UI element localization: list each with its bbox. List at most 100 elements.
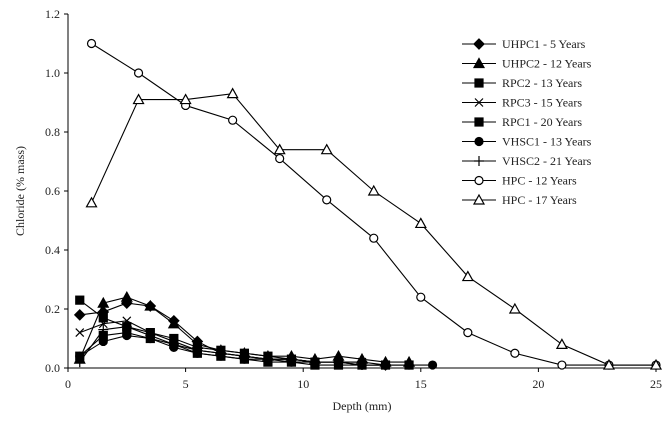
legend-item: RPC2 - 13 Years <box>462 76 582 90</box>
data-point <box>226 87 239 99</box>
legend-label: HPC - 17 Years <box>502 193 577 207</box>
data-point <box>98 324 109 335</box>
data-point <box>322 195 332 205</box>
data-point <box>508 302 521 314</box>
legend-label: VHSC2 - 21 Years <box>502 154 592 168</box>
legend-label: UHPC1 - 5 Years <box>502 37 586 51</box>
y-tick-label: 1.2 <box>45 7 60 21</box>
data-point <box>75 328 85 338</box>
legend: UHPC1 - 5 Years UHPC2 - 12 Years RPC2 - 13… <box>462 37 592 207</box>
legend-item: HPC - 12 Years <box>462 174 577 188</box>
y-ticks: 0.0 0.2 0.4 0.6 0.8 1.0 1.2 <box>45 7 68 375</box>
data-point <box>510 348 520 358</box>
data-point <box>98 319 108 329</box>
data-point <box>121 321 132 332</box>
series-9 <box>85 87 663 370</box>
data-point <box>167 317 180 329</box>
data-point <box>179 93 192 105</box>
legend-marker <box>472 193 486 205</box>
data-point <box>463 328 473 338</box>
data-point <box>97 296 110 308</box>
data-point <box>273 143 286 155</box>
data-point <box>75 295 85 305</box>
x-axis-title: Depth (mm) <box>333 399 392 413</box>
data-point <box>86 38 97 49</box>
data-point <box>404 360 414 370</box>
data-point <box>427 360 438 370</box>
data-point <box>649 358 663 370</box>
data-point <box>228 115 238 125</box>
y-tick-label: 0.0 <box>45 361 60 375</box>
legend-label: RPC1 - 20 Years <box>502 115 582 129</box>
legend-marker <box>472 57 486 69</box>
x-tick-label: 0 <box>65 377 71 391</box>
data-point <box>215 348 226 359</box>
legend-marker <box>473 38 485 50</box>
data-point <box>120 290 133 302</box>
data-point <box>414 217 427 229</box>
data-point <box>122 330 132 341</box>
legend-label: RPC3 - 15 Years <box>502 96 582 110</box>
legend-label: UHPC2 - 12 Years <box>502 57 592 71</box>
data-point <box>73 309 86 321</box>
data-point <box>74 357 85 368</box>
data-point <box>132 93 145 105</box>
data-point <box>369 233 379 243</box>
x-tick-label: 25 <box>650 377 662 391</box>
legend-marker <box>474 117 484 127</box>
data-point <box>416 292 426 302</box>
legend-marker <box>474 78 484 88</box>
legend-label: RPC2 - 13 Years <box>502 76 582 90</box>
data-point <box>602 358 615 370</box>
legend-item: HPC - 17 Years <box>462 193 577 207</box>
data-point <box>461 270 474 282</box>
legend-item: VHSC1 - 13 Years <box>462 135 592 149</box>
data-point <box>333 357 344 368</box>
series-7 <box>74 321 391 371</box>
data-point <box>85 196 98 208</box>
legend-marker <box>474 136 484 147</box>
data-point <box>555 338 568 349</box>
data-point <box>262 354 273 365</box>
data-point <box>98 336 108 347</box>
y-tick-label: 1.0 <box>45 66 60 80</box>
series-6 <box>75 330 438 370</box>
y-axis-title: Chloride (% mass) <box>13 146 27 236</box>
data-point <box>98 313 108 323</box>
legend-item: RPC1 - 20 Years <box>462 115 582 129</box>
y-tick-label: 0.8 <box>45 125 60 139</box>
data-point <box>380 360 391 371</box>
data-point <box>122 316 132 326</box>
legend-marker <box>474 98 484 107</box>
legend-label: VHSC1 - 13 Years <box>502 135 592 149</box>
y-tick-label: 0.2 <box>45 302 60 316</box>
legend-item: UHPC1 - 5 Years <box>462 37 586 51</box>
x-ticks: 0 5 10 15 20 25 <box>65 368 662 391</box>
legend-item: VHSC2 - 21 Years <box>462 154 592 168</box>
data-point <box>357 360 367 371</box>
data-point <box>168 339 179 350</box>
legend-marker <box>474 175 484 186</box>
data-point <box>367 184 380 196</box>
data-point <box>145 330 156 341</box>
data-point <box>144 299 157 311</box>
data-point <box>557 360 567 370</box>
x-tick-label: 20 <box>532 377 544 391</box>
x-tick-label: 15 <box>415 377 427 391</box>
legend-label: HPC - 12 Years <box>502 174 577 188</box>
legend-item: RPC3 - 15 Years <box>462 96 582 110</box>
y-tick-label: 0.4 <box>45 243 60 257</box>
data-point <box>320 143 333 155</box>
data-point <box>133 68 144 78</box>
data-point <box>286 354 297 365</box>
x-tick-label: 10 <box>297 377 309 391</box>
legend-item: UHPC2 - 12 Years <box>462 57 592 71</box>
x-tick-label: 5 <box>183 377 189 391</box>
y-tick-label: 0.6 <box>45 184 60 198</box>
data-point <box>192 345 203 356</box>
legend-marker <box>474 156 484 166</box>
data-point <box>309 357 320 368</box>
series-layer <box>73 38 663 371</box>
data-point <box>275 153 285 164</box>
